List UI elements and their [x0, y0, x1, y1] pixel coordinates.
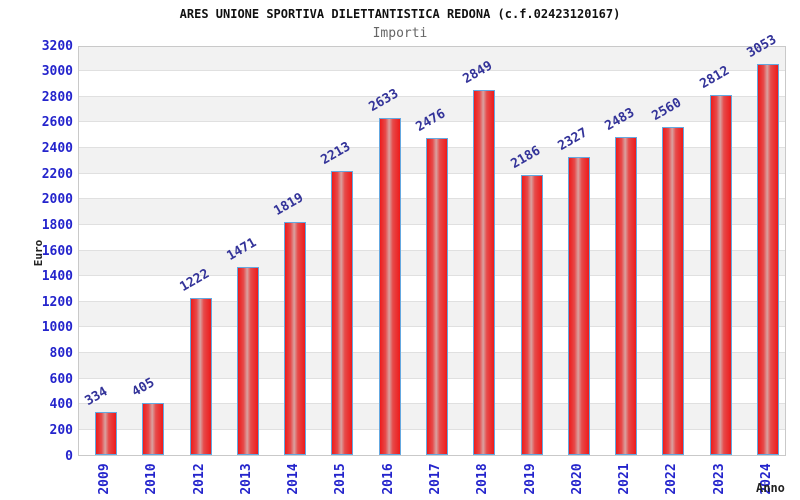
- bar-2021: [615, 136, 638, 455]
- bar-value-label: 1819: [271, 190, 307, 219]
- plot-area: 334 405 1222 1471 1819 2213 2633 2476 2849 2186 23…: [78, 32, 786, 456]
- bar-value-label: 2476: [413, 106, 449, 135]
- bar-2017: [425, 137, 448, 455]
- bar-value-label: 2483: [602, 105, 638, 134]
- y-tick-label: 3200: [41, 38, 73, 54]
- y-tick-label: 200: [49, 422, 73, 438]
- bar-value-label: 2812: [697, 63, 732, 92]
- bar-2013: [236, 266, 259, 455]
- y-tick-label: 1400: [41, 269, 73, 285]
- bar-2014: [284, 221, 307, 455]
- y-tick-label: 1000: [41, 320, 73, 336]
- y-tick-label: 1200: [41, 294, 73, 310]
- bar-2023: [709, 94, 732, 455]
- x-tick-label-2023: 2023: [711, 463, 727, 495]
- bar-2022: [662, 127, 685, 455]
- y-tick-label: 2800: [41, 89, 73, 105]
- chart-subtitle: Importi: [372, 26, 428, 41]
- y-tick-label: 2000: [41, 192, 73, 208]
- bar-2015: [331, 171, 354, 455]
- bar-value-label: 2560: [649, 95, 685, 124]
- y-tick-label: 2200: [41, 166, 73, 182]
- x-tick-label-2020: 2020: [569, 463, 585, 495]
- y-tick-label: 600: [49, 371, 73, 387]
- x-tick-label-2010: 2010: [144, 463, 160, 495]
- gridline: [79, 121, 785, 123]
- y-tick-label: 2400: [41, 141, 73, 156]
- x-tick-label-2013: 2013: [238, 463, 254, 495]
- y-axis-title: Euro: [32, 239, 45, 267]
- bar-value-label: 2213: [318, 139, 354, 169]
- x-tick-label-2009: 2009: [97, 463, 112, 495]
- bar-value-label: 1471: [224, 234, 259, 264]
- gridline: [79, 95, 785, 97]
- bar-value-label: 1222: [177, 266, 212, 296]
- x-tick-label-2017: 2017: [427, 463, 443, 495]
- x-tick-label-2019: 2019: [522, 463, 538, 495]
- y-tick-label: 3000: [41, 64, 73, 80]
- x-tick-label-2014: 2014: [286, 463, 302, 495]
- y-tick-label: 1600: [41, 243, 73, 259]
- bar-2012: [189, 298, 212, 455]
- x-tick-label-2022: 2022: [664, 463, 680, 495]
- y-tick-label: 800: [49, 346, 73, 361]
- x-axis-title: Anno: [756, 481, 785, 495]
- bar-2009: [95, 412, 117, 455]
- bar-value-label: 2633: [366, 86, 401, 115]
- gridline: [79, 70, 785, 72]
- bar-value-label: 334: [82, 384, 111, 410]
- bar-value-label: 2327: [555, 125, 590, 154]
- bar-value-label: 405: [129, 375, 158, 401]
- x-tick-label-2018: 2018: [475, 463, 491, 495]
- bar-2020: [567, 156, 590, 455]
- y-tick-label: 400: [49, 397, 73, 413]
- x-tick-label-2015: 2015: [333, 463, 349, 495]
- x-tick-label-2021: 2021: [617, 463, 633, 495]
- y-tick-label: 0: [65, 448, 73, 464]
- bar-2019: [520, 174, 543, 455]
- bar-2010: [142, 403, 165, 455]
- bar-value-label: 2849: [460, 58, 496, 87]
- bar-2018: [473, 89, 496, 455]
- chart-title: ARES UNIONE SPORTIVA DILETTANTISTICA RED…: [179, 7, 621, 21]
- x-tick-label-2016: 2016: [380, 463, 396, 495]
- y-tick-label: 1800: [41, 217, 73, 233]
- bar-2016: [378, 117, 401, 455]
- bar-2024: [756, 63, 779, 455]
- x-tick-label-2012: 2012: [191, 463, 207, 495]
- bar-value-label: 2186: [508, 143, 543, 172]
- y-tick-label: 2600: [41, 115, 73, 131]
